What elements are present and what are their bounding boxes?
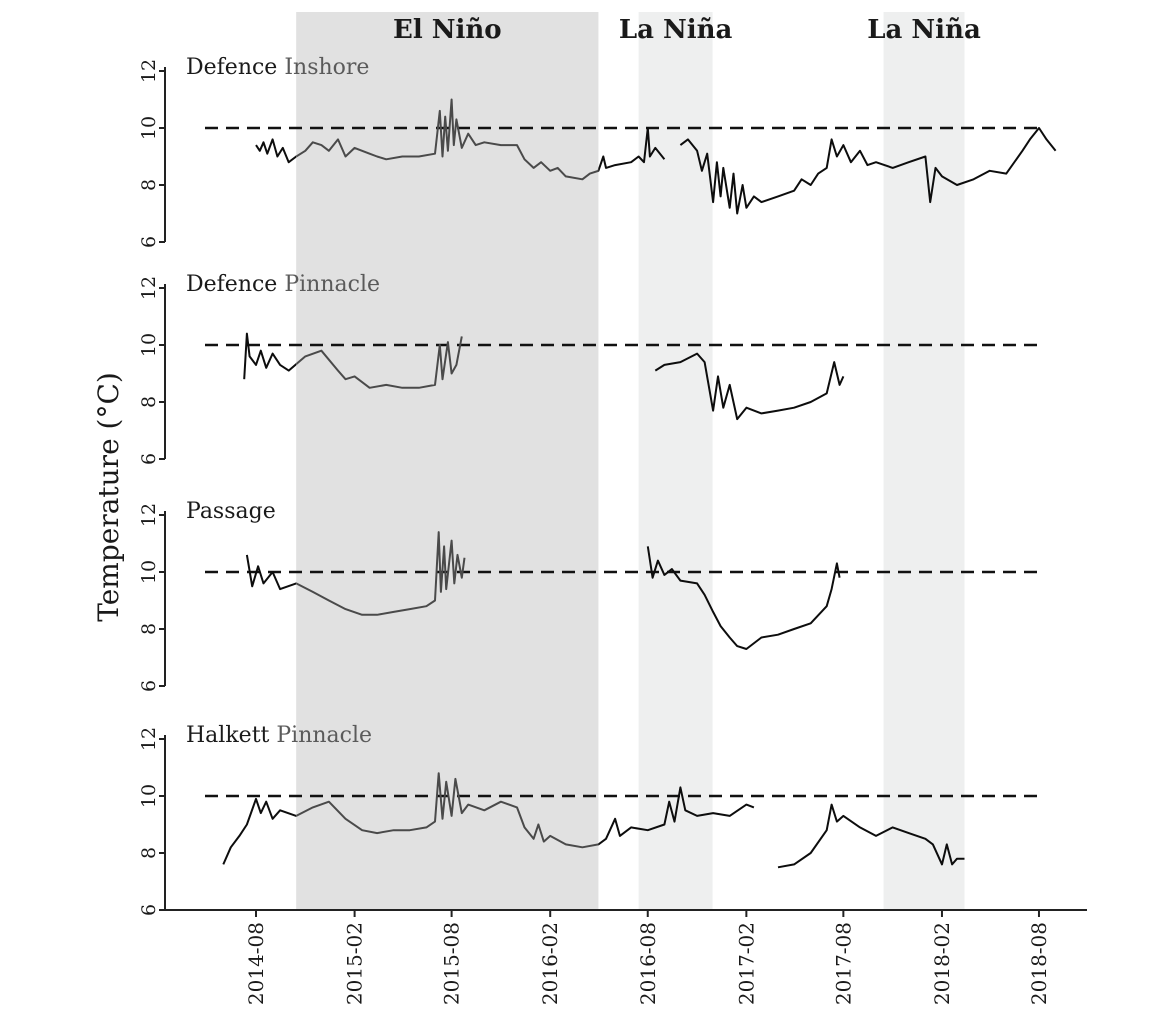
- shading-label-2: La Niña: [619, 15, 733, 45]
- series-line-segment-2: [646, 546, 841, 650]
- y-tick-label: 10: [138, 116, 160, 140]
- series-line-segment-2: [654, 352, 845, 421]
- y-tick-label: 12: [138, 59, 160, 83]
- x-tick-label: 2017-08: [831, 922, 855, 1005]
- x-tick-label: 2015-02: [343, 922, 367, 1005]
- y-tick-label: 10: [138, 333, 160, 357]
- y-tick-label: 10: [138, 784, 160, 808]
- y-tick-label: 12: [138, 727, 160, 751]
- panel-title: Passage: [186, 499, 276, 524]
- y-tick-label: 8: [138, 179, 160, 191]
- panel-2: 6 8 10 12 Defence Pinnacle: [138, 272, 1045, 465]
- shading-label-3: La Niña: [867, 15, 981, 45]
- x-tick-label: 2016-08: [636, 922, 660, 1005]
- x-tick-label: 2017-02: [734, 922, 758, 1005]
- panel-1: 6 8 10 12 Defence Inshore: [138, 55, 1057, 248]
- y-tick-label: 6: [138, 680, 160, 692]
- y-tick-label: 8: [138, 623, 160, 635]
- shading-label-1: El Niño: [393, 15, 502, 45]
- panels: 6 8 10 12 Defence Inshore 6 8 10 12 Defence Pinna…: [138, 55, 1057, 916]
- panel-title-left: Halkett: [186, 723, 270, 748]
- x-tick-label: 2018-08: [1027, 922, 1051, 1005]
- panel-title-right: Inshore: [277, 55, 369, 80]
- series-line-segment-elnino-1: [296, 98, 599, 181]
- series-line-segment-elnino-1: [296, 772, 599, 849]
- series-line-segment-elnino-1: [296, 336, 463, 389]
- y-tick-label: 12: [138, 276, 160, 300]
- shading-band-1: [296, 12, 599, 909]
- panel-title-right: Pinnacle: [269, 723, 372, 748]
- panel-4: 6 8 10 12 Halkett Pinnacle: [138, 723, 1045, 916]
- series-line-segment-elnino-1: [296, 531, 466, 616]
- y-tick-label: 6: [138, 236, 160, 248]
- y-axis-label: Temperature (°C): [92, 372, 125, 622]
- y-tick-label: 6: [138, 453, 160, 465]
- y-tick-label: 6: [138, 904, 160, 916]
- panel-title: Defence Pinnacle: [186, 272, 380, 297]
- x-axis: 2014-08 2015-02 2015-08 2016-02 2016-08 2017-…: [165, 909, 1087, 1005]
- panel-title: Defence Inshore: [186, 55, 369, 80]
- y-tick-label: 12: [138, 503, 160, 527]
- x-tick-label: 2014-08: [244, 922, 268, 1005]
- panel-title-left: Defence: [186, 55, 277, 80]
- y-tick-label: 8: [138, 847, 160, 859]
- panel-title-left: Defence: [186, 272, 277, 297]
- x-tick-label: 2016-02: [538, 922, 562, 1005]
- panel-3: 6 8 10 12 Passage: [138, 499, 1045, 692]
- panel-title: Halkett Pinnacle: [186, 723, 372, 748]
- panel-title-left: Passage: [186, 499, 276, 524]
- y-tick-label: 8: [138, 396, 160, 408]
- y-tick-label: 10: [138, 560, 160, 584]
- shading-band-3: [883, 12, 965, 909]
- x-tick-label: 2015-08: [440, 922, 464, 1005]
- x-tick-label: 2018-02: [930, 922, 954, 1005]
- series-line-segment-2: [777, 803, 965, 869]
- event-shading: El Niño La Niña La Niña: [296, 12, 981, 909]
- panel-title-right: Pinnacle: [277, 272, 380, 297]
- series-line-segment-2: [679, 127, 1057, 215]
